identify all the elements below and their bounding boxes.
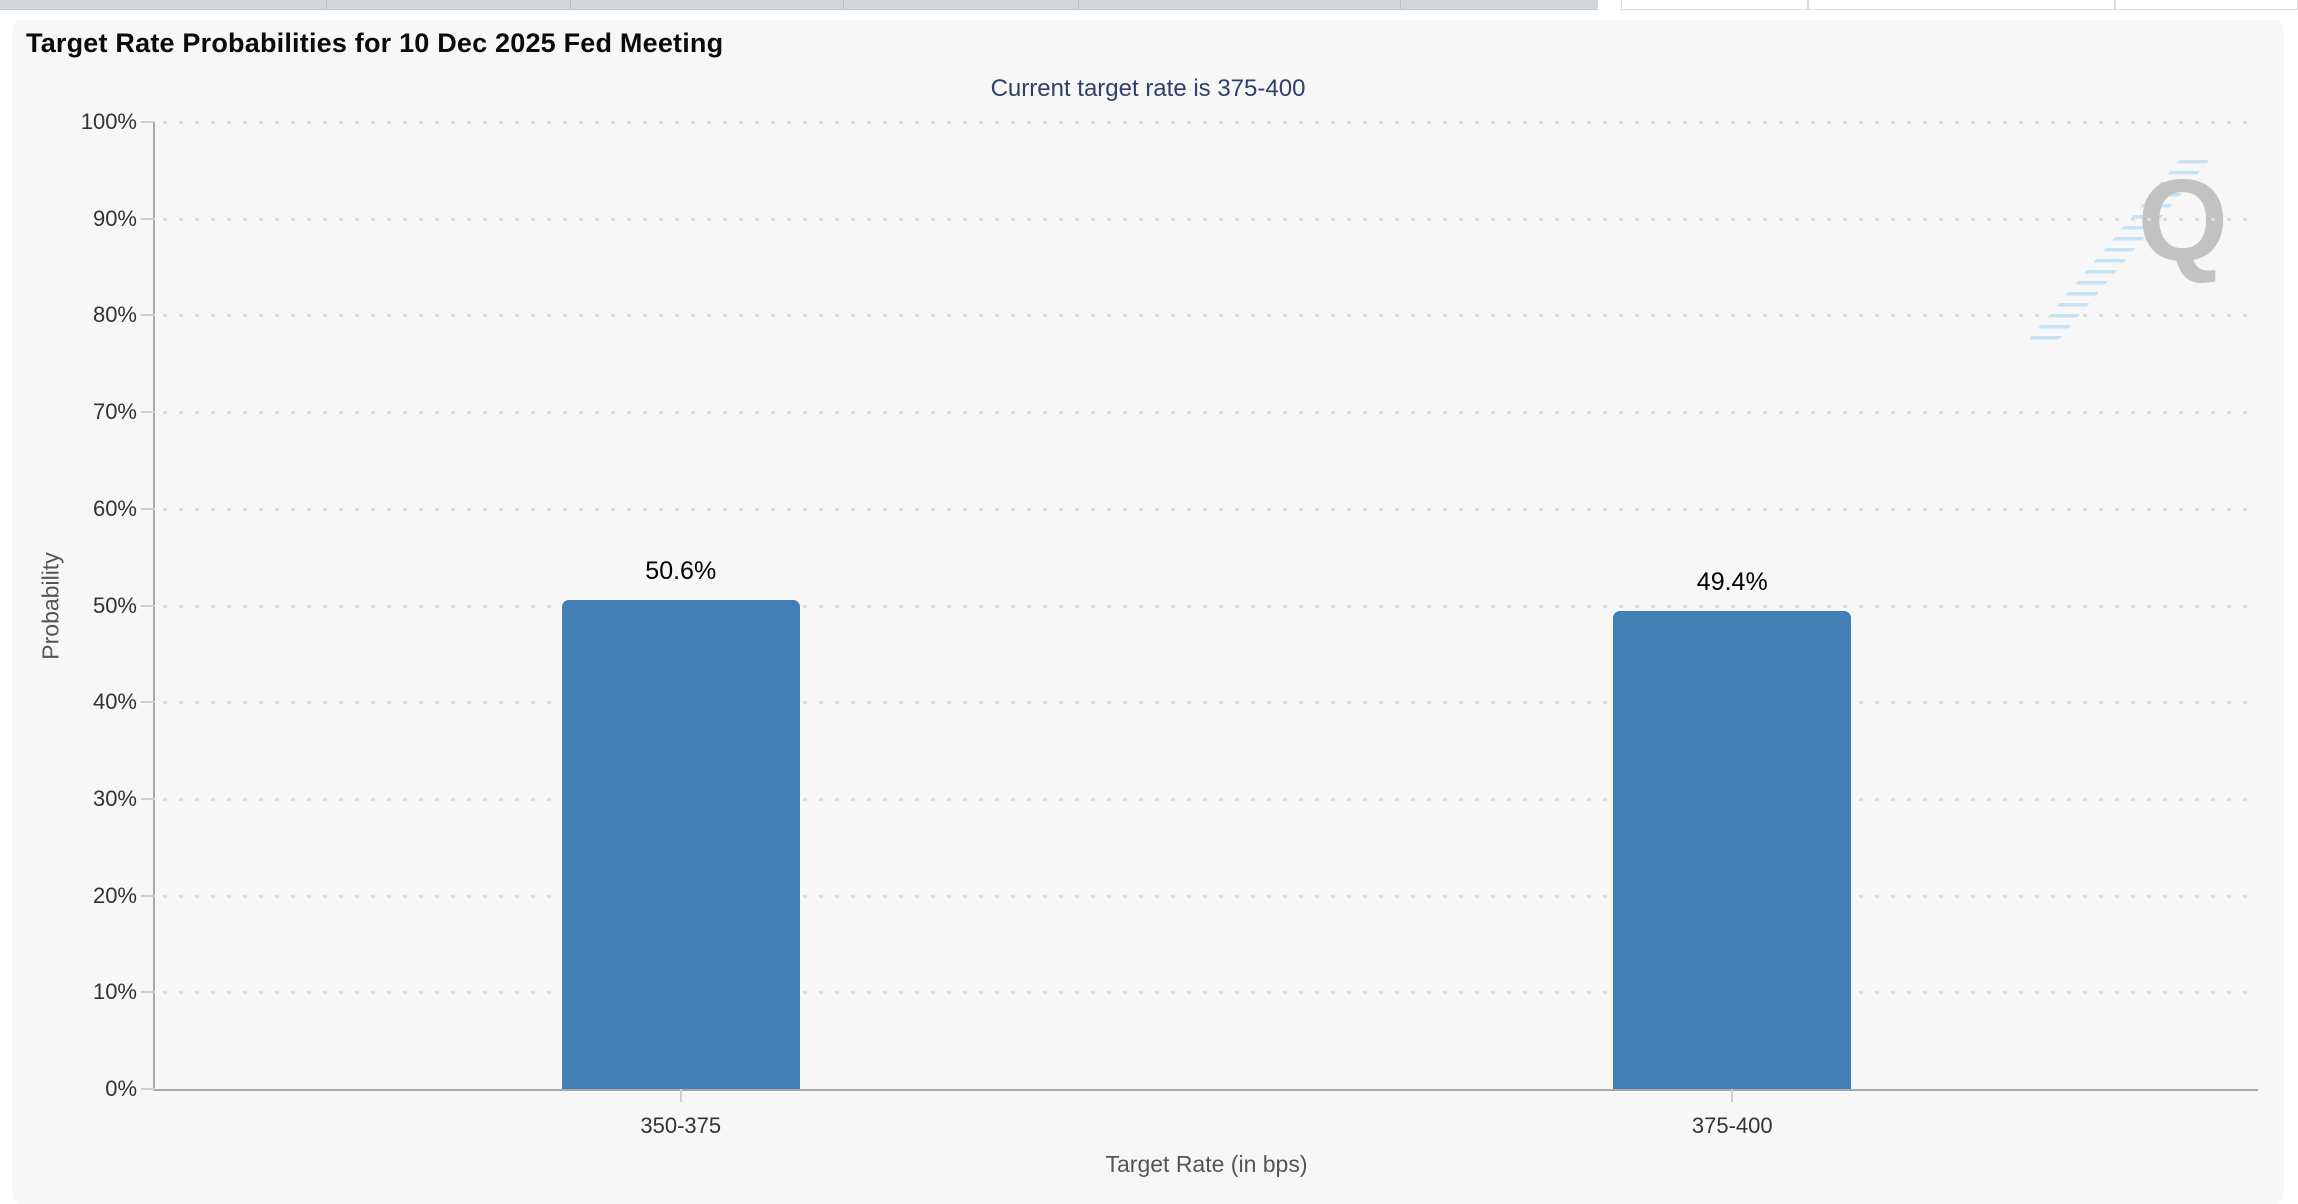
tab-separator <box>326 0 327 9</box>
tab-separator <box>843 0 844 9</box>
gridline <box>163 991 2258 995</box>
table-cell-fragment <box>1621 0 1808 10</box>
gridline <box>163 507 2258 511</box>
table-cell-fragment <box>1808 0 2115 10</box>
y-tick-label: 90% <box>92 205 137 231</box>
y-tick-mark <box>141 894 155 897</box>
gridline <box>163 314 2258 318</box>
tab-separator <box>1078 0 1079 9</box>
y-tick-label: 30% <box>92 785 137 811</box>
tab-fragment[interactable] <box>0 0 326 9</box>
tab-separator <box>1400 0 1401 9</box>
tab-fragment[interactable] <box>1078 0 1400 9</box>
chart-subtitle: Current target rate is 375-400 <box>990 75 1306 102</box>
gridline <box>163 894 2258 898</box>
y-tick-label: 70% <box>92 399 137 425</box>
y-tick-mark <box>141 507 155 510</box>
y-tick-mark <box>141 991 155 994</box>
x-tick-mark <box>679 1089 682 1102</box>
x-tick-label: 375-400 <box>1691 1113 1773 1138</box>
tab-separator <box>570 0 571 9</box>
gridline <box>163 604 2258 608</box>
y-tick-mark <box>141 604 155 607</box>
cropped-top-strip <box>0 0 2298 13</box>
y-tick-label: 40% <box>92 689 137 715</box>
probability-bar[interactable] <box>1613 611 1852 1089</box>
gridline <box>163 217 2258 221</box>
y-tick-label: 0% <box>105 1076 137 1101</box>
y-tick-mark <box>141 314 155 317</box>
y-tick-mark <box>141 121 155 123</box>
gridline <box>163 411 2258 415</box>
tab-bar-fragment <box>0 0 1598 10</box>
y-tick-label: 10% <box>92 979 137 1005</box>
bar-value-label: 50.6% <box>645 556 717 585</box>
table-cell-fragment <box>2115 0 2298 10</box>
plot-area: Probability Target Rate (in bps) 0% 10% 20… <box>38 109 2258 1177</box>
tab-fragment[interactable] <box>843 0 1078 9</box>
tab-fragment[interactable] <box>326 0 570 9</box>
x-tick-mark <box>1731 1089 1734 1102</box>
probability-bar[interactable] <box>561 599 800 1089</box>
gridline <box>163 701 2258 705</box>
y-tick-mark <box>141 411 155 414</box>
y-tick-label: 20% <box>92 882 137 908</box>
tab-fragment[interactable] <box>570 0 843 9</box>
bar-value-label: 49.4% <box>1696 568 1768 597</box>
y-tick-label: 50% <box>92 592 137 618</box>
chart-context-menu-button[interactable] <box>2214 32 2254 66</box>
y-tick-mark <box>141 217 155 220</box>
gridline <box>163 121 2258 124</box>
fedwatch-chart-panel: Target Rate Probabilities for 10 Dec 202… <box>12 20 2284 1204</box>
y-tick-label: 80% <box>92 302 137 328</box>
x-tick-label: 350-375 <box>640 1113 722 1138</box>
y-tick-mark <box>141 1088 155 1090</box>
tab-fragment[interactable] <box>1400 0 1598 9</box>
x-axis-title: Target Rate (in bps) <box>1105 1151 1308 1177</box>
y-tick-mark <box>141 701 155 704</box>
gridline <box>163 797 2258 801</box>
y-tick-mark <box>141 797 155 800</box>
y-tick-label: 60% <box>92 495 137 521</box>
y-tick-label: 100% <box>80 109 137 134</box>
chart-title: Target Rate Probabilities for 10 Dec 202… <box>26 28 724 58</box>
